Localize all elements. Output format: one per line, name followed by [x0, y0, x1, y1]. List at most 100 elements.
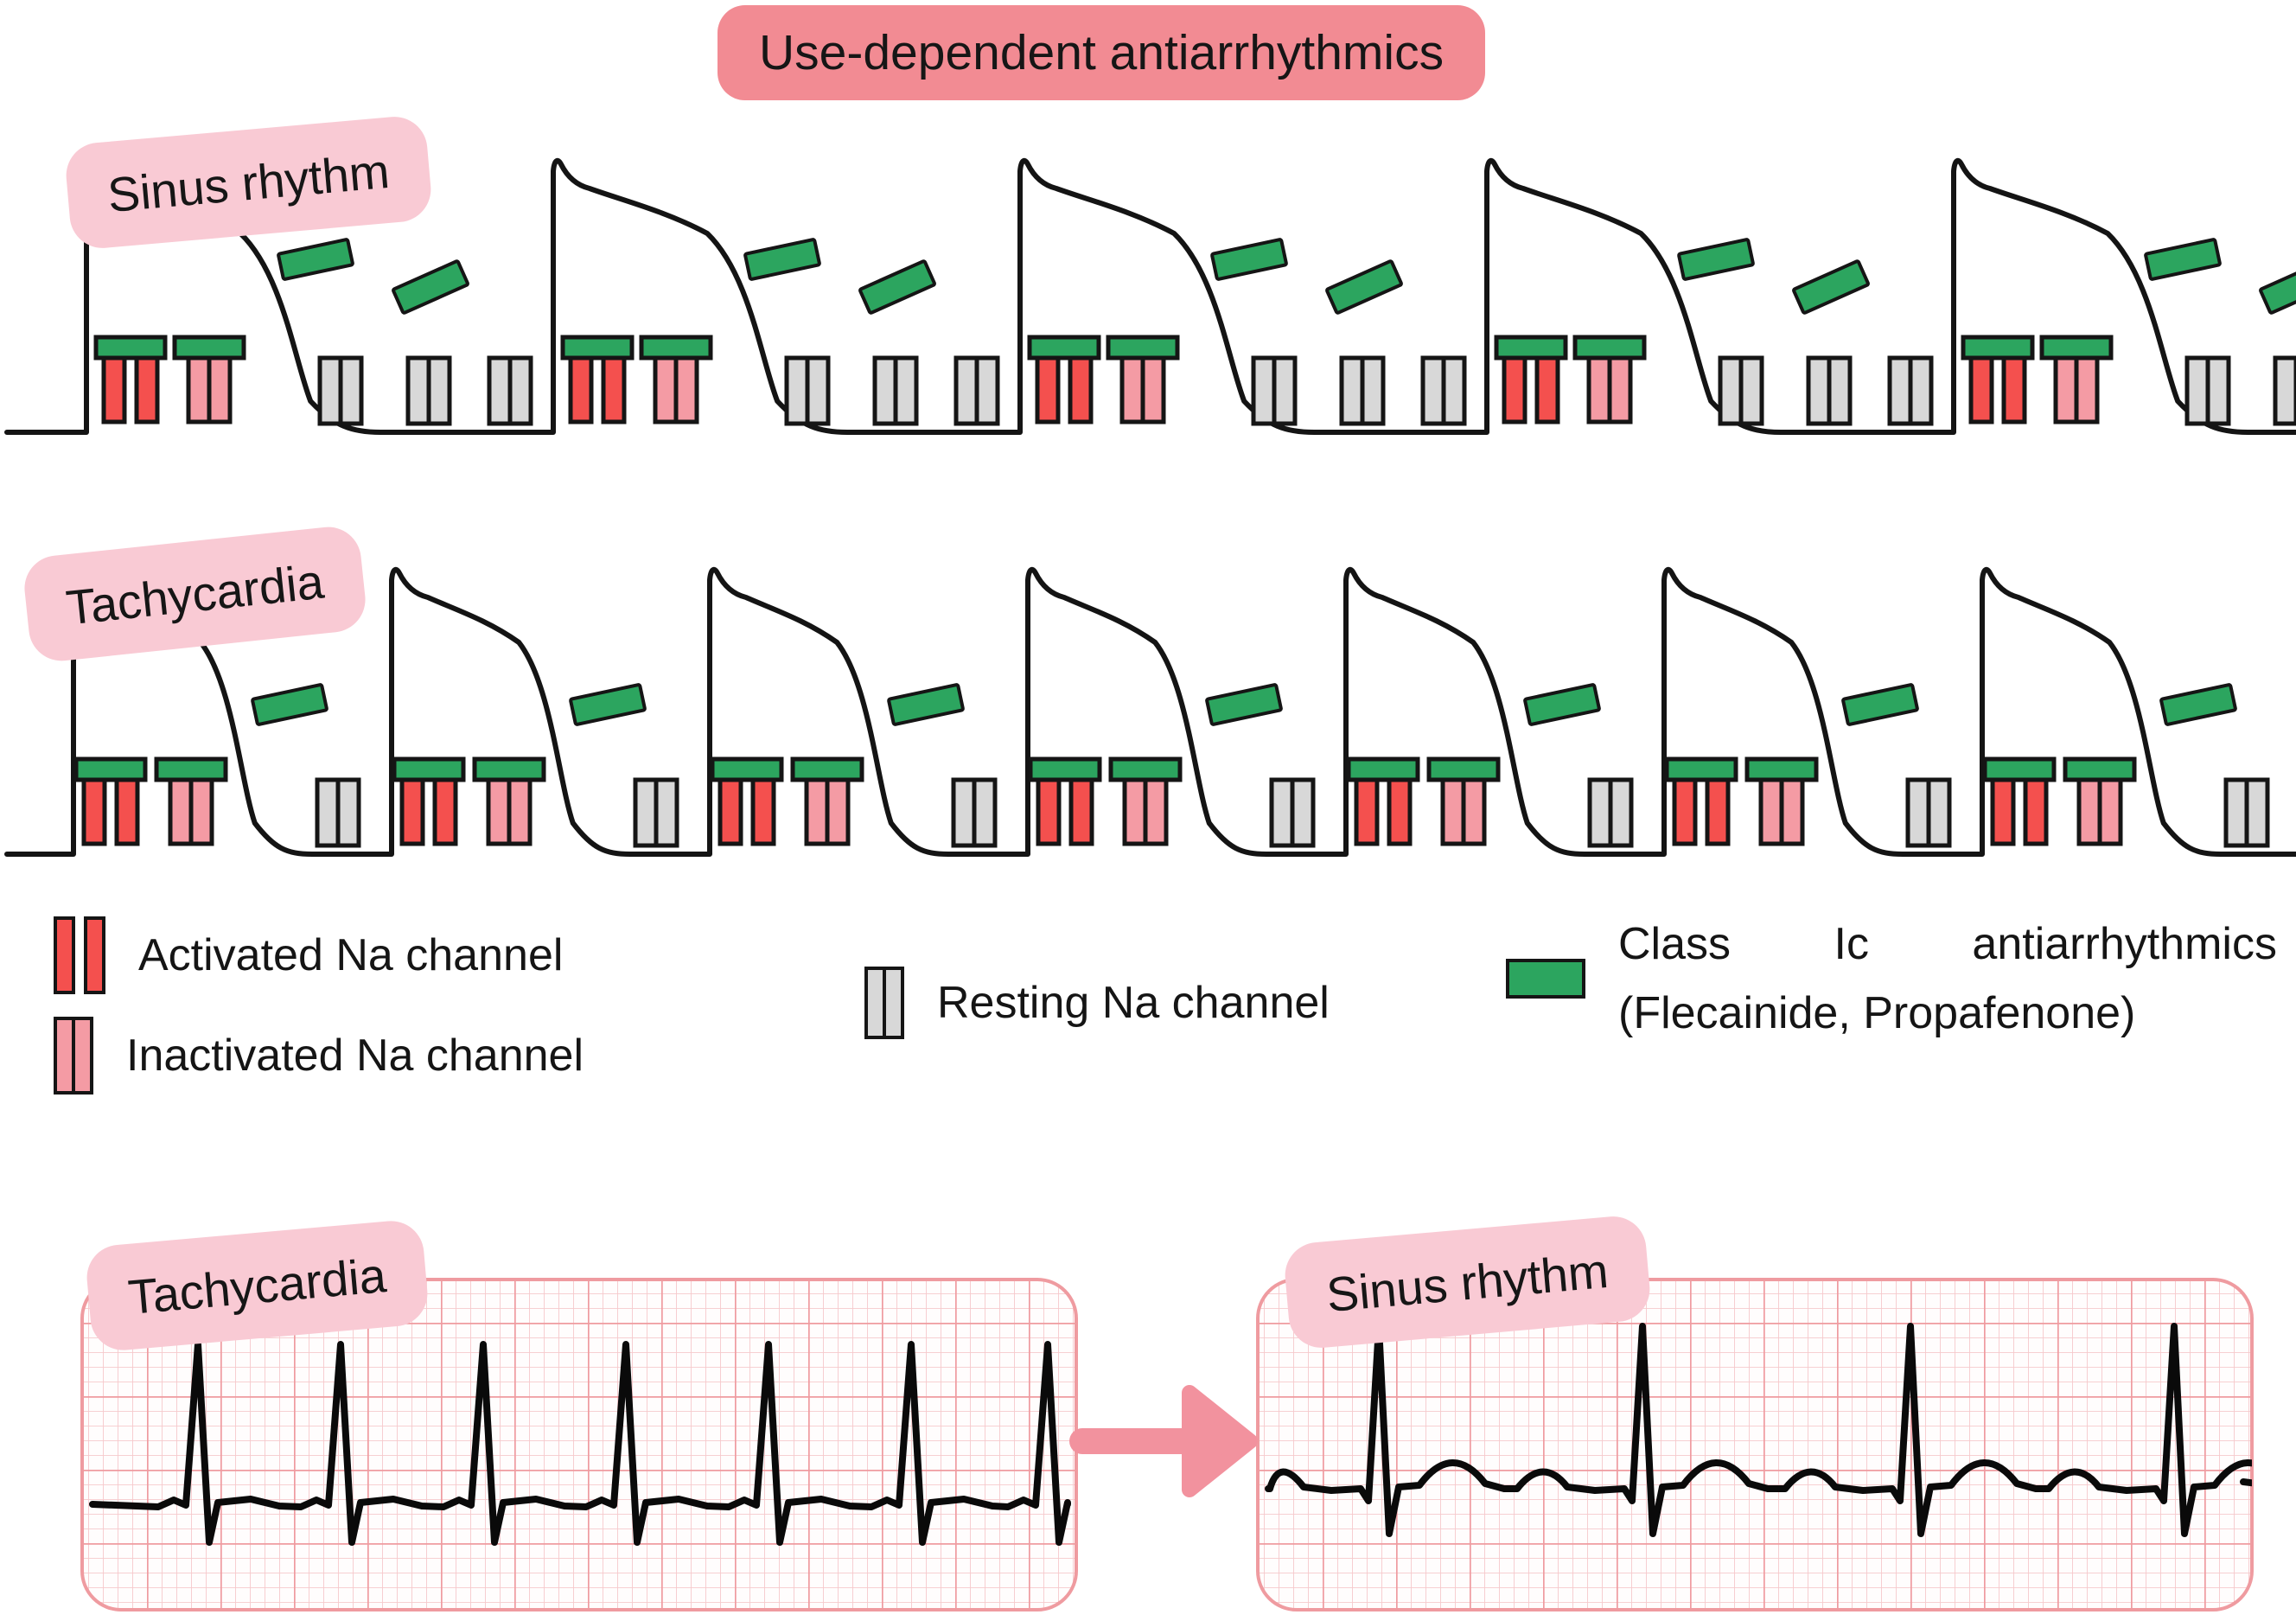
- action-potential-trace: [4, 157, 2296, 435]
- class-ic-word: antiarrhythmics: [1972, 919, 2277, 969]
- activated-channel-blocked: [93, 335, 168, 424]
- activated-channel-blocked: [73, 756, 148, 846]
- resting-channel: [1806, 355, 1853, 426]
- row-label-tachycardia-text: Tachycardia: [63, 553, 327, 635]
- ecg-grid-major: [1258, 1280, 2252, 1610]
- legend-label-resting: Resting Na channel: [937, 978, 1330, 1028]
- resting-channel: [405, 355, 452, 426]
- class-ic-drug-molecule: [858, 259, 936, 315]
- activated-channel-blocked: [710, 756, 784, 846]
- legend-item-inactivated: Inactivated Na channel: [54, 1017, 584, 1094]
- class-ic-drug-molecule: [569, 683, 647, 726]
- resting-channel: [1251, 355, 1298, 426]
- tachycardia-row: [4, 566, 2296, 857]
- class-ic-drug-molecule: [1205, 683, 1283, 726]
- resting-channel: [487, 355, 533, 426]
- activated-channel-blocked: [1027, 335, 1101, 424]
- inactivated-channel-blocked: [1106, 335, 1180, 424]
- legend-item-activated: Activated Na channel: [54, 916, 563, 994]
- class-ic-drug-molecule: [1325, 259, 1403, 315]
- activated-channel-blocked: [1494, 335, 1568, 424]
- activated-bar: [84, 916, 105, 994]
- inactivated-channel-blocked: [639, 335, 713, 424]
- diagram-title: Use-dependent antiarrhythmics: [759, 25, 1445, 80]
- class-ic-drug-molecule: [251, 683, 328, 726]
- sinus-rhythm-row: [4, 157, 2296, 435]
- class-ic-drug-molecule: [392, 259, 469, 315]
- legend-item-resting: Resting Na channel: [864, 967, 1330, 1039]
- resting-channel: [872, 355, 919, 426]
- resting-channel: [1587, 777, 1634, 848]
- resting-channel: [2273, 355, 2296, 426]
- resting-channel: [1718, 355, 1764, 426]
- activated-channel-blocked: [392, 756, 466, 846]
- inactivated-channel-blocked: [1108, 756, 1183, 846]
- ecg-label-tachycardia-text: Tachycardia: [125, 1247, 388, 1324]
- class-ic-drug-molecule: [1677, 238, 1755, 281]
- resting-channel: [1269, 777, 1316, 848]
- legend-label-activated: Activated Na channel: [138, 930, 564, 980]
- inactivated-channel-blocked: [2039, 335, 2114, 424]
- inactivated-channel-blocked: [2063, 756, 2137, 846]
- resting-channel: [315, 777, 361, 848]
- resting-bar: [864, 967, 886, 1039]
- legend-label-class-ic: Class Ic antiarrhythmics (Flecainide, Pr…: [1618, 918, 2277, 1039]
- inactivated-channel-blocked: [472, 756, 546, 846]
- resting-channel: [953, 355, 1000, 426]
- inactivated-channel-blocked: [1426, 756, 1501, 846]
- class-ic-drug-molecule: [1523, 683, 1601, 726]
- inactivated-channel-blocked: [1744, 756, 1819, 846]
- class-ic-line2: (Flecainide, Propafenone): [1618, 988, 2136, 1038]
- class-ic-drug-molecule: [743, 238, 821, 281]
- legend-item-class-ic: Class Ic antiarrhythmics (Flecainide, Pr…: [1506, 918, 2277, 1039]
- ecg-trace: [89, 1341, 1071, 1546]
- activated-bar: [54, 916, 75, 994]
- inactivated-channel-blocked: [1572, 335, 1647, 424]
- resting-channel: [317, 355, 364, 426]
- activated-channel-blocked: [1664, 756, 1738, 846]
- row-label-sinus-rhythm-text: Sinus rhythm: [105, 143, 392, 222]
- class-ic-drug-molecule: [2159, 683, 2237, 726]
- resting-channel: [1905, 777, 1952, 848]
- resting-channel-icon: [864, 967, 904, 1039]
- ecg-trace: [1265, 1323, 2252, 1537]
- inactivated-channel-blocked: [790, 756, 864, 846]
- ecg-grid-major: [82, 1280, 1076, 1610]
- diagram-title-badge: Use-dependent antiarrhythmics: [718, 5, 1486, 100]
- resting-channel: [1420, 355, 1467, 426]
- resting-channel: [951, 777, 998, 848]
- class-ic-drug-molecule: [1210, 238, 1288, 281]
- class-ic-drug-molecule: [277, 238, 354, 281]
- inactivated-channel-blocked: [154, 756, 228, 846]
- ecg-paper-border: [1256, 1278, 2254, 1611]
- class-ic-drug-molecule: [1792, 259, 1870, 315]
- inactivated-channel-blocked: [172, 335, 246, 424]
- class-ic-drug-molecule: [887, 683, 965, 726]
- class-ic-word: Class: [1618, 919, 1732, 969]
- transition-arrow: [1069, 1385, 1258, 1497]
- resting-bar: [883, 967, 904, 1039]
- resting-channel: [1339, 355, 1386, 426]
- class-ic-drug-molecule: [2144, 238, 2222, 281]
- legend-label-inactivated: Inactivated Na channel: [126, 1031, 584, 1081]
- class-ic-line1: Class Ic antiarrhythmics: [1618, 918, 2277, 970]
- ecg-label-sinus-rhythm-text: Sinus rhythm: [1323, 1242, 1610, 1322]
- resting-channel: [633, 777, 679, 848]
- action-potential-trace: [4, 566, 2296, 857]
- inactivated-channel-icon: [54, 1017, 93, 1094]
- activated-channel-blocked: [1961, 335, 2035, 424]
- activated-channel-icon: [54, 916, 105, 994]
- resting-channel: [2184, 355, 2231, 426]
- resting-channel: [1887, 355, 1934, 426]
- tachycardia-ecg-strip: [80, 1278, 1078, 1611]
- class-ic-drug-molecule: [1841, 683, 1919, 726]
- class-ic-drug-icon: [1506, 959, 1585, 999]
- class-ic-drug-molecule: [2259, 259, 2296, 315]
- activated-channel-blocked: [560, 335, 635, 424]
- activated-channel-blocked: [1982, 756, 2057, 846]
- inactivated-bar: [72, 1017, 93, 1094]
- activated-channel-blocked: [1028, 756, 1102, 846]
- resting-channel: [784, 355, 831, 426]
